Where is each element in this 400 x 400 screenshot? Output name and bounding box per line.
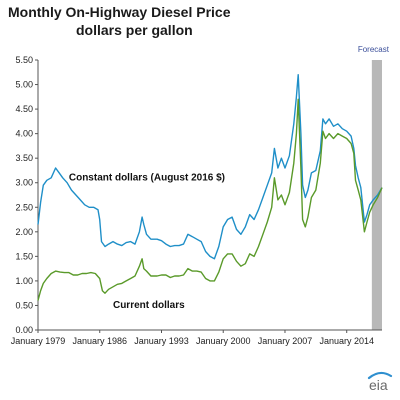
x-tick-label: January 2007 [258,336,313,346]
constant-dollars-label: Constant dollars (August 2016 $) [69,172,225,183]
y-tick-label: 0.00 [15,325,33,335]
y-tick-label: 1.00 [15,276,33,286]
x-tick-label: January 1979 [11,336,66,346]
x-tick-label: January 1986 [72,336,127,346]
y-tick-label: 4.50 [15,104,33,114]
y-tick-label: 3.50 [15,153,33,163]
y-tick-label: 5.50 [15,55,33,65]
y-tick-label: 0.50 [15,300,33,310]
current-dollars-line [37,98,383,301]
current-dollars-label: Current dollars [113,300,185,311]
x-tick-label: January 2000 [196,336,251,346]
x-tick-label: January 2014 [319,336,374,346]
y-tick-label: 2.00 [15,227,33,237]
chart-title: Monthly On-Highway Diesel Price [8,4,231,20]
y-tick-label: 3.00 [15,178,33,188]
chart-subtitle: dollars per gallon [76,22,193,38]
y-tick-label: 4.00 [15,129,33,139]
constant-dollars-line [37,74,383,260]
eia-logo: eia [367,371,393,392]
svg-text:eia: eia [369,377,388,392]
y-tick-label: 5.00 [15,80,33,90]
y-tick-label: 1.50 [15,251,33,261]
forecast-label: Forecast [358,45,390,54]
x-tick-label: January 1993 [134,336,189,346]
y-tick-label: 2.50 [15,202,33,212]
